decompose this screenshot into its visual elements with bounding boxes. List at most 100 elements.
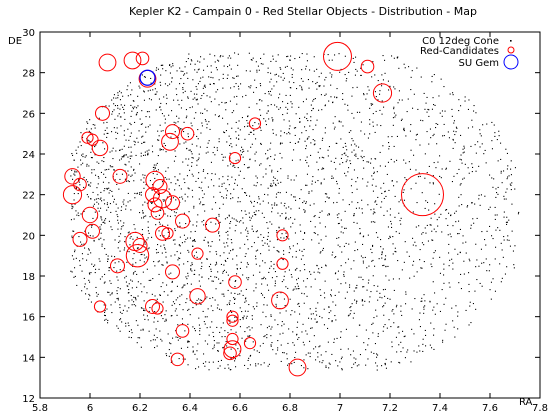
field-star	[305, 202, 307, 204]
field-star	[285, 310, 287, 312]
field-star	[196, 160, 198, 162]
field-star	[345, 262, 347, 264]
field-star	[431, 266, 433, 268]
field-star	[215, 91, 217, 93]
field-star	[209, 326, 211, 328]
field-star	[447, 234, 449, 236]
field-star	[279, 67, 281, 69]
field-star	[375, 96, 377, 98]
field-star	[176, 208, 178, 210]
field-star	[249, 158, 251, 160]
field-star	[222, 176, 224, 178]
field-star	[134, 297, 136, 299]
field-star	[298, 337, 300, 339]
field-star	[366, 185, 368, 187]
field-star	[353, 357, 355, 359]
field-star	[225, 341, 227, 343]
field-star	[357, 202, 359, 204]
field-star	[343, 245, 345, 247]
field-star	[269, 90, 271, 92]
field-star	[259, 109, 261, 111]
field-star	[449, 259, 451, 261]
field-star	[389, 208, 391, 210]
field-star	[151, 293, 153, 295]
field-star	[124, 247, 126, 249]
field-star	[343, 274, 345, 276]
field-star	[376, 369, 378, 371]
field-star	[354, 241, 356, 243]
field-star	[453, 130, 455, 132]
field-star	[132, 263, 134, 265]
field-star	[288, 81, 290, 83]
field-star	[230, 87, 232, 89]
field-star	[143, 314, 145, 316]
field-star	[288, 128, 290, 130]
field-star	[234, 179, 236, 181]
field-star	[506, 178, 508, 180]
field-star	[423, 261, 425, 263]
field-star	[191, 262, 193, 264]
field-star	[168, 273, 170, 275]
field-star	[301, 292, 303, 294]
field-star	[375, 110, 377, 112]
field-star	[71, 208, 73, 210]
field-star	[111, 229, 113, 231]
field-star	[335, 272, 337, 274]
field-star	[162, 181, 164, 183]
field-star	[271, 169, 273, 171]
field-star	[283, 132, 285, 134]
field-star	[240, 232, 242, 234]
field-star	[117, 228, 119, 230]
field-star	[218, 231, 220, 233]
field-star	[288, 269, 290, 271]
field-star	[353, 169, 355, 171]
field-star	[274, 154, 276, 156]
field-star	[275, 60, 277, 62]
field-star	[234, 320, 236, 322]
field-star	[275, 73, 277, 75]
field-star	[373, 171, 375, 173]
field-star	[463, 273, 465, 275]
field-star	[376, 365, 378, 367]
field-star	[223, 295, 225, 297]
field-star	[141, 123, 143, 125]
field-star	[175, 122, 177, 124]
red-candidate	[135, 51, 150, 66]
field-star	[374, 265, 376, 267]
field-star	[310, 318, 312, 320]
field-star	[75, 210, 77, 212]
field-star	[228, 302, 230, 304]
field-star	[257, 236, 259, 238]
field-star	[76, 171, 78, 173]
field-star	[276, 193, 278, 195]
field-star	[284, 305, 286, 307]
field-star	[340, 231, 342, 233]
field-star	[293, 344, 295, 346]
field-star	[478, 198, 480, 200]
field-star	[336, 183, 338, 185]
field-star	[404, 241, 406, 243]
field-star	[458, 110, 460, 112]
field-star	[451, 108, 453, 110]
field-star	[267, 187, 269, 189]
field-star	[87, 196, 89, 198]
field-star	[321, 168, 323, 170]
field-star	[297, 285, 299, 287]
field-star	[328, 312, 330, 314]
field-star	[170, 66, 172, 68]
field-star	[84, 283, 86, 285]
field-star	[211, 173, 213, 175]
field-star	[210, 305, 212, 307]
field-star	[124, 118, 126, 120]
field-star	[131, 110, 133, 112]
field-star	[252, 341, 254, 343]
field-star	[220, 309, 222, 311]
field-star	[370, 162, 372, 164]
field-star	[289, 59, 291, 61]
field-star	[308, 136, 310, 138]
field-star	[349, 313, 351, 315]
field-star	[169, 83, 171, 85]
field-star	[231, 242, 233, 244]
field-star	[119, 90, 121, 92]
field-star	[291, 363, 293, 365]
